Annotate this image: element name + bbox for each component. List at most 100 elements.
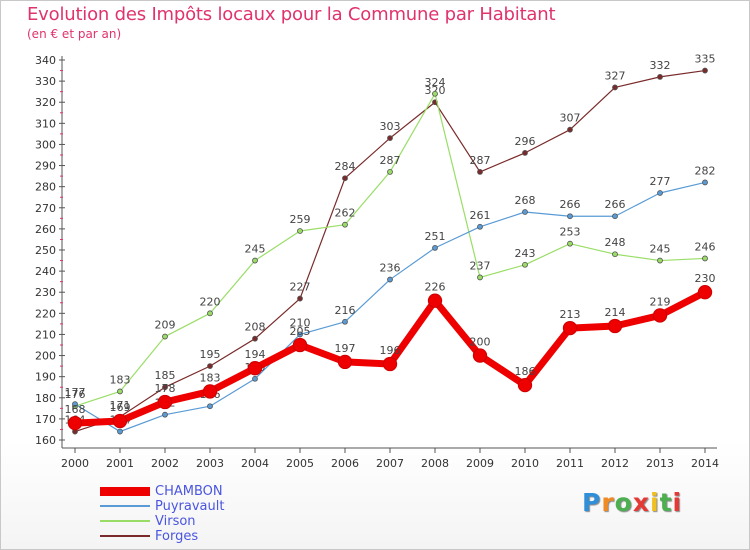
data-label-chambon: 194	[245, 348, 266, 361]
data-point-virson	[657, 257, 663, 264]
y-tick-label: 180	[35, 392, 56, 405]
data-label-chambon: 200	[470, 336, 491, 349]
y-tick-label: 340	[35, 54, 56, 67]
legend-label: Forges	[155, 529, 199, 544]
data-point-virson	[477, 274, 483, 281]
data-label-forges: 287	[470, 154, 491, 167]
data-label-chambon: 183	[200, 371, 221, 384]
data-label-virson: 176	[65, 388, 86, 401]
data-label-chambon: 226	[425, 281, 446, 294]
y-tick-label: 230	[35, 286, 56, 299]
data-label-forges: 208	[245, 321, 266, 334]
data-point-virson	[387, 168, 393, 175]
data-label-virson: 245	[245, 243, 266, 256]
data-label-puyravault: 277	[650, 175, 671, 188]
data-point-forges	[567, 126, 573, 133]
data-point-virson	[297, 228, 303, 234]
data-point-chambon	[427, 293, 443, 308]
x-tick-label: 2002	[151, 457, 179, 470]
x-tick-label: 2013	[646, 457, 674, 470]
data-label-puyravault: 266	[560, 198, 581, 211]
data-label-chambon: 169	[110, 401, 131, 414]
data-label-forges: 320	[425, 84, 446, 97]
data-label-virson: 324	[425, 76, 446, 89]
y-tick-label: 250	[35, 244, 56, 257]
x-tick-label: 2014	[691, 457, 719, 470]
legend-label: CHAMBON	[155, 484, 223, 499]
logo-letter: t	[659, 488, 673, 517]
data-point-puyravault	[297, 331, 303, 338]
data-point-puyravault	[522, 209, 528, 215]
data-label-chambon: 197	[335, 342, 356, 355]
x-tick-label: 2003	[196, 457, 224, 470]
data-point-forges	[252, 335, 258, 342]
data-point-forges	[522, 149, 528, 156]
data-point-puyravault	[567, 213, 573, 220]
data-point-puyravault	[252, 375, 258, 382]
data-label-virson: 183	[110, 373, 131, 386]
data-label-chambon: 186	[515, 365, 536, 378]
data-point-chambon	[337, 354, 353, 370]
data-point-puyravault	[477, 223, 483, 230]
data-point-forges	[477, 168, 483, 175]
data-point-forges	[162, 384, 168, 391]
data-point-puyravault	[702, 179, 708, 186]
data-label-virson: 248	[605, 236, 626, 249]
data-label-virson: 243	[515, 247, 536, 260]
data-label-chambon: 230	[695, 272, 716, 285]
data-label-forges: 327	[605, 69, 626, 82]
logo-letter: P	[582, 488, 602, 517]
y-tick-label: 280	[35, 181, 56, 194]
x-tick-label: 2005	[286, 457, 314, 470]
chart-subtitle: (en € et par an)	[27, 27, 122, 41]
x-tick-label: 2006	[331, 457, 359, 470]
data-point-chambon	[652, 308, 668, 323]
data-point-virson	[522, 261, 528, 268]
x-tick-label: 2008	[421, 457, 449, 470]
data-point-chambon	[292, 337, 308, 353]
logo-letter: i	[672, 488, 683, 517]
data-label-forges: 284	[335, 160, 356, 173]
data-label-chambon: 213	[560, 308, 581, 321]
data-label-chambon: 196	[380, 344, 401, 357]
y-tick-label: 260	[35, 223, 56, 236]
y-tick-label: 160	[35, 434, 56, 447]
y-tick-label: 330	[35, 75, 56, 88]
data-point-forges	[612, 84, 618, 91]
data-point-chambon	[517, 377, 533, 393]
x-tick-label: 2004	[241, 457, 269, 470]
data-point-puyravault	[432, 244, 438, 251]
data-label-virson: 287	[380, 154, 401, 167]
data-point-puyravault	[207, 403, 213, 410]
proxiti-logo: Proxiti	[582, 488, 682, 517]
data-point-chambon	[382, 356, 398, 372]
logo-letter: i	[650, 488, 660, 517]
data-label-chambon: 205	[290, 325, 311, 338]
data-point-puyravault	[657, 190, 663, 196]
legend-label: Puyravault	[155, 499, 225, 514]
legend-swatch	[100, 505, 150, 507]
data-label-puyravault: 177	[65, 386, 86, 399]
data-label-forges: 227	[290, 281, 311, 294]
data-point-chambon	[472, 348, 488, 363]
legend-label: Virson	[155, 514, 196, 529]
data-label-virson: 246	[695, 240, 716, 253]
data-label-puyravault: 261	[470, 209, 491, 222]
data-point-forges	[342, 175, 348, 182]
data-point-chambon	[202, 384, 218, 399]
data-label-virson: 259	[290, 213, 311, 226]
data-label-forges: 332	[650, 59, 671, 72]
data-point-virson	[432, 90, 438, 97]
data-label-puyravault: 251	[425, 230, 446, 243]
x-tick-label: 2011	[556, 457, 584, 470]
data-point-forges	[297, 295, 303, 302]
data-point-chambon	[157, 394, 173, 410]
data-label-puyravault: 210	[290, 316, 311, 329]
data-point-puyravault	[117, 428, 123, 435]
y-tick-label: 170	[35, 413, 56, 426]
data-point-chambon	[562, 320, 578, 336]
data-label-chambon: 178	[155, 382, 176, 395]
data-label-chambon: 219	[650, 295, 671, 308]
x-tick-label: 2001	[106, 457, 134, 470]
